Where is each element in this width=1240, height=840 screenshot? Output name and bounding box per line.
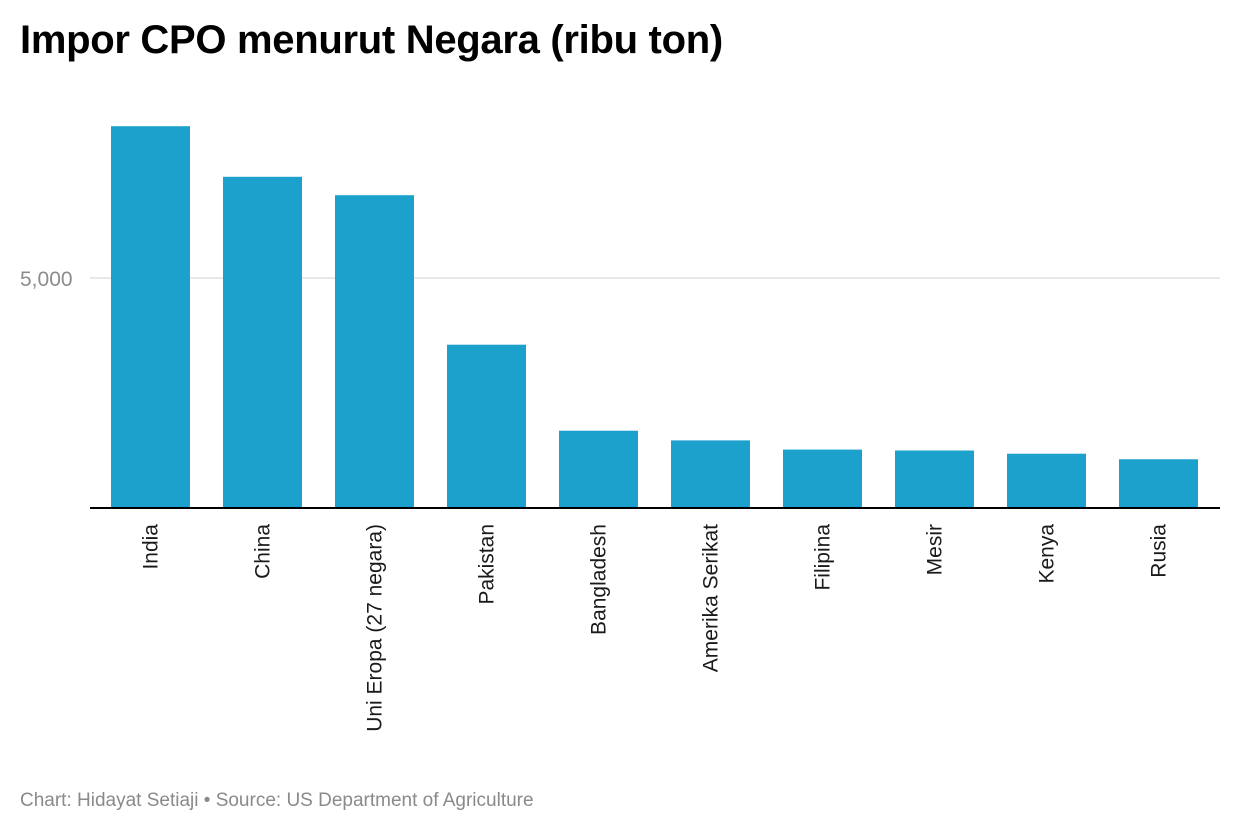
bar-chart: 5,000 India China Uni Eropa (27 negara) Paki… xyxy=(20,126,1220,732)
bar-amerika-serikat xyxy=(671,440,750,508)
chart-source: Source: US Department of Agriculture xyxy=(215,790,534,811)
bar-kenya xyxy=(1007,453,1086,508)
bar-uni-eropa-27-negara xyxy=(335,195,414,508)
x-tick-label: Mesir xyxy=(924,524,947,575)
chart-title: Impor CPO menurut Negara (ribu ton) xyxy=(20,18,723,62)
chart-credit: Chart: Hidayat Setiaji xyxy=(20,790,199,811)
x-tick-label: Filipina xyxy=(812,524,835,591)
bar-mesir xyxy=(895,450,974,508)
x-tick-label: China xyxy=(252,524,275,579)
x-tick-label: Kenya xyxy=(1036,524,1059,584)
footer-separator: • xyxy=(198,790,216,811)
bar-india xyxy=(111,126,190,508)
x-tick-label: Rusia xyxy=(1148,524,1171,578)
bar-china xyxy=(223,176,302,509)
bar-pakistan xyxy=(447,344,526,508)
x-tick-label: Amerika Serikat xyxy=(700,524,723,672)
x-tick-label: Pakistan xyxy=(476,524,499,605)
x-tick-label: India xyxy=(140,524,163,570)
bar-bangladesh xyxy=(559,430,638,508)
bar-filipina xyxy=(783,449,862,508)
x-tick-label: Bangladesh xyxy=(588,524,611,635)
bar-rusia xyxy=(1119,459,1198,508)
x-tick-label: Uni Eropa (27 negara) xyxy=(364,524,387,732)
y-tick-label: 5,000 xyxy=(20,268,73,291)
chart-footer: Chart: Hidayat Setiaji • Source: US Depa… xyxy=(20,790,534,812)
